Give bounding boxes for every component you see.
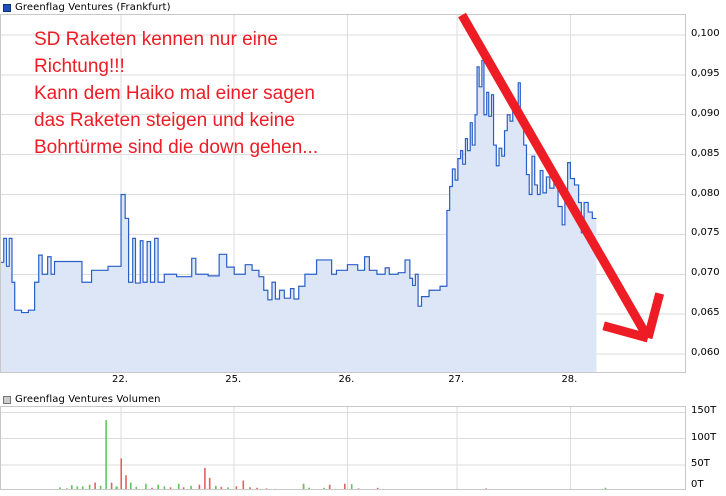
price-y-tick: 0,065: [691, 307, 720, 319]
volume-panel-title: Greenflag Ventures Volumen: [15, 394, 161, 405]
gray-square-icon: [3, 395, 11, 404]
price-plot-svg: [1, 15, 685, 372]
price-y-tick: 0,080: [691, 187, 720, 199]
x-axis-tick: 22.: [112, 374, 128, 385]
price-y-tick: 0,100: [691, 27, 720, 39]
x-axis-tick: 26.: [338, 374, 355, 385]
volume-y-tick: 100T: [691, 431, 717, 443]
price-y-tick: 0,070: [691, 267, 720, 279]
volume-y-axis: 150T 100T 50T 0T: [691, 406, 726, 490]
volume-panel-header: Greenflag Ventures Volumen: [0, 393, 161, 406]
x-axis-tick: 28.: [561, 374, 578, 385]
price-y-tick: 0,075: [691, 227, 720, 239]
price-panel-header: Greenflag Ventures (Frankfurt): [0, 1, 171, 14]
volume-y-tick: 50T: [691, 457, 710, 469]
x-axis-tick: 25.: [225, 374, 242, 385]
volume-plot-svg: [1, 407, 685, 489]
volume-y-tick: 150T: [691, 405, 717, 417]
blue-square-icon: [3, 3, 11, 12]
price-chart-area[interactable]: [0, 14, 686, 373]
price-y-tick: 0,085: [691, 147, 720, 159]
price-y-tick: 0,060: [691, 347, 720, 359]
price-panel-title: Greenflag Ventures (Frankfurt): [15, 2, 171, 13]
price-y-tick: 0,090: [691, 107, 720, 119]
price-y-tick: 0,095: [691, 67, 720, 79]
x-axis: 22. 25. 26. 27. 28.: [0, 374, 686, 388]
volume-chart-area[interactable]: [0, 406, 686, 490]
x-axis-tick: 27.: [448, 374, 465, 385]
price-y-axis: 0,100 0,095 0,090 0,085 0,080 0,075 0,070 0,065…: [691, 14, 726, 373]
volume-y-tick: 0T: [691, 479, 704, 490]
